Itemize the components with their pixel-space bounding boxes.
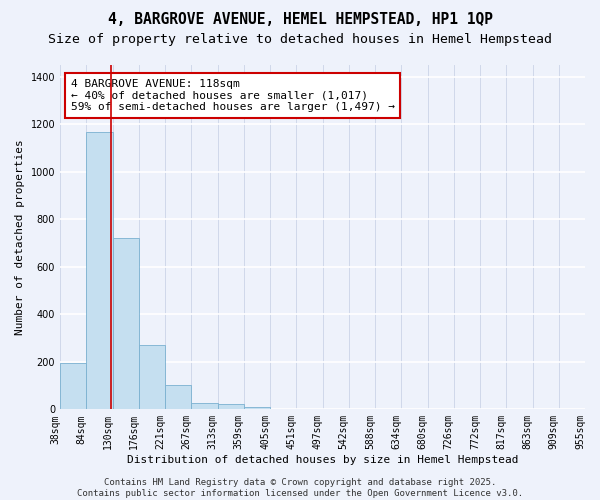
Bar (218, 404, 244, 409)
X-axis label: Distribution of detached houses by size in Hemel Hempstead: Distribution of detached houses by size … (127, 455, 518, 465)
Y-axis label: Number of detached properties: Number of detached properties (15, 140, 25, 335)
Text: 4 BARGROVE AVENUE: 118sqm
← 40% of detached houses are smaller (1,017)
59% of se: 4 BARGROVE AVENUE: 118sqm ← 40% of detac… (71, 79, 395, 112)
Bar (191, 403, 218, 409)
Bar (165, 385, 191, 409)
Text: Contains HM Land Registry data © Crown copyright and database right 2025.
Contai: Contains HM Land Registry data © Crown c… (77, 478, 523, 498)
Bar (244, 407, 270, 410)
Bar (139, 345, 165, 410)
Text: 4, BARGROVE AVENUE, HEMEL HEMPSTEAD, HP1 1QP: 4, BARGROVE AVENUE, HEMEL HEMPSTEAD, HP1… (107, 12, 493, 28)
Bar (86, 132, 113, 409)
Bar (60, 362, 86, 410)
Bar (113, 238, 139, 410)
Text: Size of property relative to detached houses in Hemel Hempstead: Size of property relative to detached ho… (48, 32, 552, 46)
